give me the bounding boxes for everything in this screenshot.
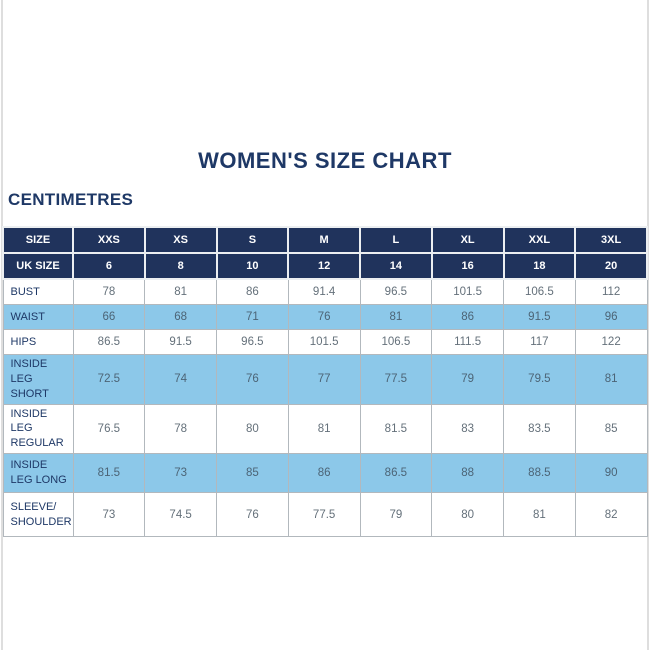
measurement-cell: 81 (359, 304, 433, 330)
measurement-cell: 86.5 (359, 453, 433, 494)
column-header-l: L (359, 226, 433, 254)
size-chart-table: SIZE XXS XS S M L XL XXL 3XL UK SIZE 6 8 10 12 14 16 18… (2, 226, 648, 538)
uk-size-cell: 18 (502, 252, 577, 280)
measurement-cell: 76 (216, 492, 289, 538)
uk-size-cell: 10 (215, 252, 290, 280)
measurement-cell: 77 (287, 354, 361, 405)
row-label: SLEEVE/ SHOULDER (2, 492, 74, 538)
column-header-s: S (215, 226, 290, 254)
measurement-cell: 80 (431, 492, 504, 538)
measurement-cell: 68 (144, 304, 217, 330)
measurement-cell: 117 (503, 329, 576, 355)
row-label: WAIST (2, 304, 74, 330)
table-row-waist: WAIST 66 68 71 76 81 86 91.5 96 (2, 304, 648, 330)
uk-size-cell: 6 (72, 252, 146, 280)
row-label: INSIDE LEG REGULAR (2, 403, 74, 455)
measurement-cell: 91.5 (503, 304, 576, 330)
table-row-inside-leg-regular: INSIDE LEG REGULAR 76.5 78 80 81 81.5 83 83.5 85 (2, 403, 648, 455)
row-label: HIPS (2, 329, 74, 355)
measurement-cell: 83.5 (503, 403, 576, 455)
measurement-cell: 90 (574, 453, 648, 494)
measurement-cell: 96.5 (216, 329, 289, 355)
measurement-cell: 71 (216, 304, 289, 330)
column-header-xxs: XXS (72, 226, 146, 254)
measurement-cell: 96 (574, 304, 648, 330)
measurement-cell: 73 (144, 453, 217, 494)
measurement-cell: 106.5 (359, 329, 433, 355)
table-row-hips: HIPS 86.5 91.5 96.5 101.5 106.5 111.5 117 122 (2, 329, 648, 355)
page-title: WOMEN'S SIZE CHART (198, 148, 452, 173)
measurement-cell: 80 (216, 403, 289, 455)
row-label: INSIDE LEG SHORT (2, 354, 74, 405)
measurement-cell: 101.5 (431, 278, 504, 305)
measurement-cell: 88.5 (503, 453, 576, 494)
measurement-cell: 76 (216, 354, 289, 405)
measurement-cell: 77.5 (359, 354, 433, 405)
measurement-cell: 85 (216, 453, 289, 494)
column-header-size: SIZE (2, 226, 74, 254)
measurement-cell: 81 (503, 492, 576, 538)
measurement-cell: 76.5 (72, 403, 146, 455)
measurement-cell: 86 (431, 304, 504, 330)
page-left-edge-line (1, 0, 3, 650)
row-label: BUST (2, 278, 74, 305)
column-header-xs: XS (143, 226, 218, 254)
measurement-cell: 79.5 (503, 354, 576, 405)
measurement-cell: 79 (431, 354, 504, 405)
measurement-cell: 76 (287, 304, 361, 330)
measurement-cell: 122 (574, 329, 648, 355)
measurement-cell: 73 (72, 492, 146, 538)
measurement-cell: 111.5 (431, 329, 504, 355)
measurement-cell: 91.5 (144, 329, 217, 355)
size-header-row: SIZE XXS XS S M L XL XXL 3XL (2, 226, 648, 254)
measurement-cell: 96.5 (359, 278, 433, 305)
column-header-m: M (287, 226, 361, 254)
measurement-cell: 78 (144, 403, 217, 455)
measurement-cell: 77.5 (287, 492, 361, 538)
uk-size-cell: 14 (359, 252, 433, 280)
measurement-cell: 81 (574, 354, 648, 405)
uk-size-cell: 16 (430, 252, 505, 280)
measurement-cell: 78 (72, 278, 146, 305)
column-header-xl: XL (430, 226, 505, 254)
row-label: UK SIZE (2, 252, 74, 280)
measurement-cell: 101.5 (287, 329, 361, 355)
measurement-cell: 86.5 (72, 329, 146, 355)
measurement-cell: 85 (574, 403, 648, 455)
measurement-cell: 81.5 (359, 403, 433, 455)
measurement-cell: 106.5 (503, 278, 576, 305)
measurement-cell: 83 (431, 403, 504, 455)
measurement-cell: 81 (287, 403, 361, 455)
measurement-cell: 66 (72, 304, 146, 330)
uk-size-cell: 8 (143, 252, 218, 280)
measurement-cell: 79 (359, 492, 433, 538)
measurement-cell: 74.5 (144, 492, 217, 538)
table-row-bust: BUST 78 81 86 91.4 96.5 101.5 106.5 112 (2, 278, 648, 305)
measurement-cell: 81 (144, 278, 217, 305)
uk-size-cell: 12 (287, 252, 361, 280)
table-row-sleeve-shoulder: SLEEVE/ SHOULDER 73 74.5 76 77.5 79 80 81 82 (2, 492, 648, 538)
uk-size-cell: 20 (574, 252, 648, 280)
measurement-cell: 81.5 (72, 453, 146, 494)
measurement-cell: 86 (216, 278, 289, 305)
column-header-3xl: 3XL (574, 226, 648, 254)
table-row-inside-leg-long: INSIDE LEG LONG 81.5 73 85 86 86.5 88 88.5 90 (2, 453, 648, 494)
page-right-edge-line (647, 0, 649, 650)
measurement-cell: 72.5 (72, 354, 146, 405)
measurement-cell: 86 (287, 453, 361, 494)
measurement-cell: 88 (431, 453, 504, 494)
column-header-xxl: XXL (502, 226, 577, 254)
measurement-cell: 82 (574, 492, 648, 538)
measurement-cell: 91.4 (287, 278, 361, 305)
table-row-uk-size: UK SIZE 6 8 10 12 14 16 18 20 (2, 252, 648, 280)
measurement-cell: 74 (144, 354, 217, 405)
measurement-cell: 112 (574, 278, 648, 305)
row-label: INSIDE LEG LONG (2, 453, 74, 494)
table-row-inside-leg-short: INSIDE LEG SHORT 72.5 74 76 77 77.5 79 79.5 81 (2, 354, 648, 405)
units-label: CENTIMETRES (8, 190, 134, 209)
